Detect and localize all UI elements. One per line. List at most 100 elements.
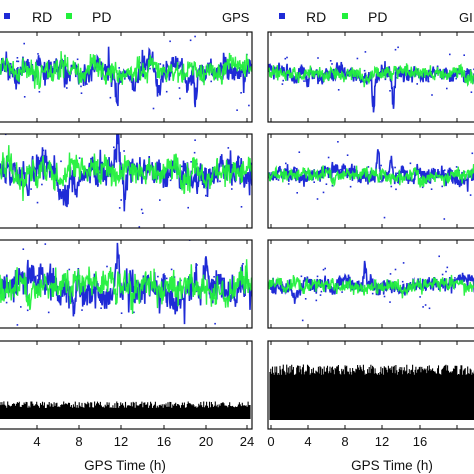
rd-outlier-point: [449, 53, 451, 56]
rd-outlier-point: [16, 57, 19, 59]
legend-pd-marker-left: [66, 13, 72, 19]
panel-tag-right: GI: [459, 10, 473, 25]
right-panel-2-ticks: [270, 134, 458, 228]
rd-outlier-point: [81, 309, 83, 311]
rd-outlier-point: [66, 87, 68, 89]
rd-outlier-point: [389, 273, 392, 275]
rd-outlier-point: [346, 154, 349, 156]
rd-outlier-point: [462, 182, 464, 184]
rd-outlier-point: [349, 185, 352, 188]
rd-outlier-point: [120, 312, 123, 314]
rd-outlier-point: [402, 262, 405, 264]
rd-outlier-point: [396, 172, 399, 175]
rd-outlier-point: [193, 151, 196, 154]
right-panel-3-data: [268, 255, 474, 322]
rd-outlier-point: [430, 188, 433, 190]
rd-outlier-point: [41, 183, 43, 186]
left-panel-3-ticks: [36, 240, 248, 328]
rd-outlier-point: [284, 57, 287, 60]
rd-outlier-point: [469, 194, 472, 196]
rd-outlier-point: [80, 92, 83, 94]
rd-outlier-point: [20, 306, 22, 308]
rd-outlier-point: [179, 97, 181, 100]
rd-outlier-point: [363, 69, 366, 72]
rd-outlier-point: [17, 60, 20, 63]
rd-outlier-point: [441, 185, 443, 188]
right-panel-2-data: [268, 141, 474, 220]
rd-outlier-point: [5, 301, 8, 304]
rd-outlier-point: [282, 79, 284, 82]
right-xtick-label: 8: [341, 434, 348, 449]
rd-outlier-point: [138, 226, 141, 228]
rd-outlier-point: [118, 67, 120, 69]
left-panel-4: [0, 340, 253, 430]
rd-outlier-point: [337, 141, 339, 143]
rd-outlier-point: [227, 147, 230, 149]
rd-outlier-point: [318, 80, 320, 82]
rd-outlier-point: [341, 291, 343, 293]
rd-outlier-point: [212, 279, 214, 281]
left-xtick-label: 16: [157, 434, 171, 449]
left-panel-2-ticks: [36, 134, 248, 228]
rd-outlier-point: [86, 83, 88, 85]
rd-outlier-point: [159, 199, 161, 201]
rd-outlier-point: [236, 109, 238, 111]
left-xtick-label: 8: [75, 434, 82, 449]
rd-outlier-point: [394, 166, 396, 169]
rd-outlier-point: [443, 218, 446, 220]
rd-outlier-point: [337, 89, 340, 91]
rd-outlier-point: [178, 87, 181, 89]
right-panel-2-frame: [267, 133, 474, 229]
rd-outlier-point: [419, 296, 421, 298]
rd-outlier-point: [162, 131, 164, 133]
right-panel-3-ticks: [270, 240, 458, 328]
left-panel-1: RD PD GPS: [0, 9, 253, 123]
rd-outlier-point: [23, 96, 26, 98]
legend-pd-label-left: PD: [92, 9, 111, 25]
rd-outlier-point: [301, 319, 304, 322]
rd-outlier-point: [190, 161, 192, 163]
rd-outlier-point: [422, 306, 424, 308]
rd-outlier-point: [219, 180, 221, 183]
r1-rd-series: [268, 61, 474, 113]
rd-outlier-point: [213, 276, 215, 278]
rd-outlier-point: [22, 248, 25, 250]
rd-outlier-point: [424, 304, 427, 306]
left-xtick-label: 4: [33, 434, 40, 449]
l1-pd-series: [0, 51, 252, 90]
legend-rd-label-right: RD: [306, 9, 326, 25]
rd-outlier-point: [17, 67, 19, 69]
r2-series: [268, 141, 474, 220]
rd-outlier-point: [210, 80, 212, 83]
rd-outlier-point: [133, 311, 135, 314]
rd-outlier-point: [240, 206, 243, 208]
rd-outlier-point: [68, 268, 71, 271]
rd-outlier-point: [443, 169, 446, 171]
left-panel-1-ticks: [36, 32, 248, 122]
rd-outlier-point: [243, 125, 245, 127]
l3-pd-series: [0, 259, 252, 315]
rd-outlier-point: [187, 330, 189, 332]
rd-outlier-point: [159, 63, 162, 65]
l2-pd-series: [0, 145, 252, 202]
rd-outlier-point: [441, 273, 444, 276]
rd-outlier-point: [30, 188, 32, 190]
right-x-tick-labels: 0 4 8 12 16: [267, 434, 427, 449]
l2-series: [0, 125, 252, 228]
rd-outlier-point: [431, 94, 433, 96]
rd-outlier-point: [327, 156, 330, 159]
right-panel-4-frame: [267, 340, 474, 430]
left-panel-2-frame: [0, 133, 253, 229]
rd-outlier-point: [76, 58, 79, 61]
legend-rd-marker-left: [4, 13, 10, 19]
right-panel-3: [267, 239, 474, 329]
rd-outlier-point: [157, 382, 159, 384]
rd-outlier-point: [395, 188, 397, 191]
rd-outlier-point: [446, 87, 448, 90]
l1-series: [0, 28, 252, 111]
rd-outlier-point: [45, 28, 47, 30]
right-panel-1-ticks: [270, 32, 458, 122]
rd-outlier-point: [181, 165, 183, 168]
rd-outlier-point: [416, 83, 418, 85]
rd-outlier-point: [322, 191, 325, 194]
